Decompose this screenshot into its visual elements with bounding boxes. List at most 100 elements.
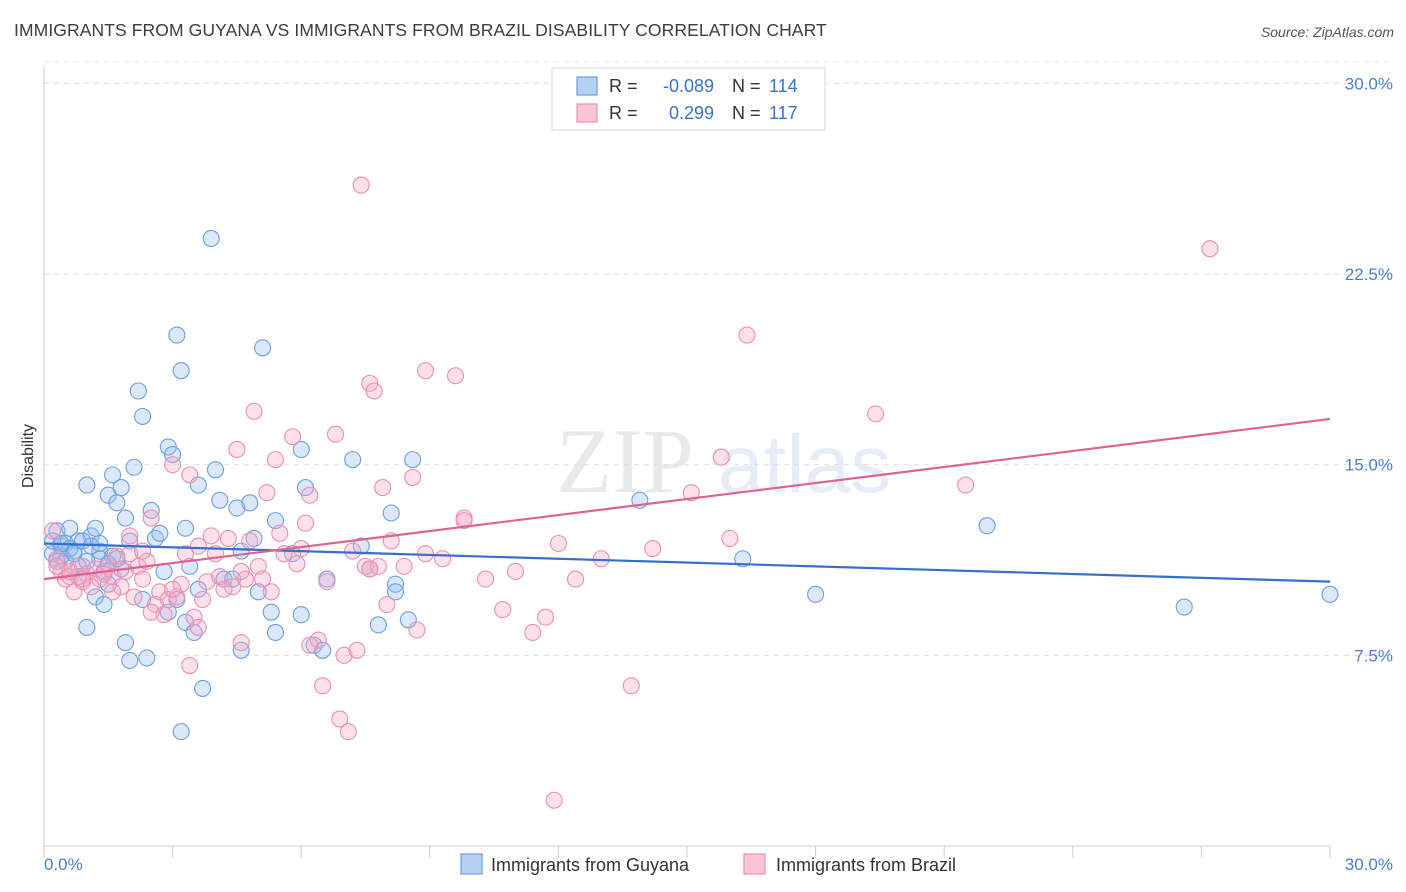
point-brazil <box>682 484 700 502</box>
point-brazil <box>44 522 62 540</box>
y-axis-label: Disability <box>20 424 37 488</box>
point-brazil <box>738 326 756 344</box>
point-guyana <box>168 326 186 344</box>
point-brazil <box>416 362 435 380</box>
point-guyana <box>202 229 220 248</box>
point-guyana <box>108 494 126 512</box>
point-guyana <box>734 550 752 568</box>
point-guyana <box>386 583 405 601</box>
y-tick-labels: 7.5% 15.0% 22.5% 30.0% <box>1345 74 1393 665</box>
point-brazil <box>404 468 422 486</box>
legend-n-label-guyana: N = <box>732 76 761 96</box>
point-brazil <box>164 456 182 474</box>
point-brazil <box>134 570 152 588</box>
point-brazil <box>142 603 160 621</box>
point-brazil <box>326 425 345 443</box>
y-tick-label: 22.5% <box>1345 265 1393 284</box>
point-guyana <box>382 504 400 522</box>
point-guyana <box>112 479 130 497</box>
point-brazil <box>867 405 885 423</box>
point-brazil <box>318 573 336 591</box>
point-guyana <box>172 723 190 741</box>
point-brazil <box>48 557 66 575</box>
point-brazil <box>189 537 207 555</box>
point-brazil <box>721 529 739 547</box>
point-brazil <box>455 512 473 530</box>
point-brazil <box>476 570 495 588</box>
point-brazil <box>202 527 220 545</box>
point-brazil <box>249 557 267 575</box>
point-brazil <box>296 514 315 532</box>
point-guyana <box>172 362 190 380</box>
y-tick-label: 30.0% <box>1345 74 1393 93</box>
point-brazil <box>339 723 357 741</box>
point-guyana <box>125 458 143 476</box>
point-brazil <box>211 568 229 586</box>
point-guyana <box>292 606 310 624</box>
point-guyana <box>104 466 122 484</box>
point-guyana <box>95 595 113 614</box>
trend-line-guyana <box>43 542 1331 583</box>
point-guyana <box>344 451 362 469</box>
point-guyana <box>807 585 825 603</box>
point-guyana <box>164 445 182 464</box>
x-tick-label-max: 30.0% <box>1345 855 1393 874</box>
point-guyana <box>314 641 332 659</box>
legend-n-label-brazil: N = <box>732 103 761 123</box>
point-guyana <box>978 517 996 535</box>
point-brazil <box>215 580 233 598</box>
point-guyana <box>134 407 152 425</box>
point-brazil <box>335 646 353 664</box>
point-guyana <box>211 491 229 509</box>
point-guyana <box>91 534 109 553</box>
point-brazil <box>374 479 392 497</box>
point-brazil <box>301 636 319 654</box>
point-guyana <box>65 545 83 563</box>
point-guyana <box>86 519 104 537</box>
point-brazil <box>95 565 113 583</box>
point-brazil <box>361 560 379 578</box>
point-brazil <box>348 641 366 659</box>
point-guyana <box>78 618 96 636</box>
point-guyana <box>151 524 169 542</box>
point-brazil <box>644 540 662 558</box>
y-tick-label: 7.5% <box>1354 646 1393 665</box>
point-brazil <box>232 634 250 652</box>
point-guyana <box>1175 598 1193 616</box>
point-guyana <box>369 616 387 634</box>
legend-n-value-guyana: 114 <box>769 76 798 96</box>
bottom-legend-swatch-brazil <box>743 853 766 875</box>
point-guyana <box>129 382 147 400</box>
point-brazil <box>219 529 237 547</box>
point-brazil <box>258 484 276 502</box>
x-tick-label-min: 0.0% <box>44 855 83 874</box>
point-guyana <box>206 461 225 479</box>
point-brazil <box>125 588 143 606</box>
point-brazil <box>331 710 349 728</box>
point-brazil <box>301 486 319 504</box>
point-brazil <box>622 677 640 695</box>
point-brazil <box>446 367 465 385</box>
watermark-zip: ZIP <box>556 410 694 512</box>
legend-swatch-guyana <box>576 76 598 96</box>
point-brazil <box>506 562 525 581</box>
point-guyana <box>266 512 285 530</box>
point-brazil <box>395 557 413 575</box>
point-brazil <box>549 534 567 553</box>
legend: R = -0.089 N = 114 R = 0.299 N = 117 <box>551 67 826 131</box>
point-brazil <box>266 451 285 469</box>
point-brazil <box>957 476 975 494</box>
point-brazil <box>284 428 302 446</box>
point-brazil <box>434 550 452 568</box>
point-brazil <box>232 562 250 581</box>
point-brazil <box>262 583 280 601</box>
trend-line-brazil <box>43 417 1331 581</box>
point-guyana <box>176 519 195 537</box>
point-guyana <box>262 603 280 621</box>
point-brazil <box>271 524 289 542</box>
point-brazil <box>121 527 139 545</box>
point-brazil <box>194 590 212 608</box>
point-brazil <box>228 440 246 459</box>
point-brazil <box>198 573 216 591</box>
